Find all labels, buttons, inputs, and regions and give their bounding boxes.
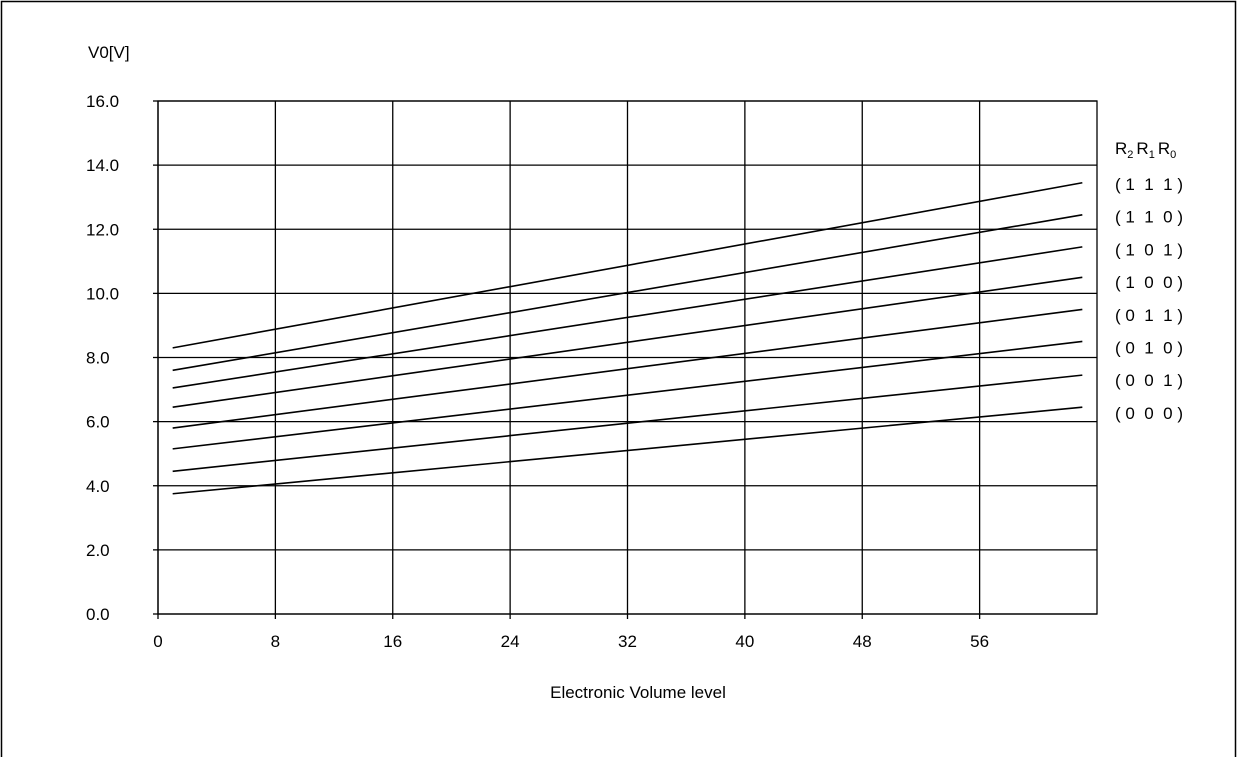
y-tick-label: 6.0 xyxy=(86,413,110,432)
legend-entry: ( 1 0 1 ) xyxy=(1115,240,1183,259)
y-tick-label: 4.0 xyxy=(86,477,110,496)
series-line xyxy=(172,181,1083,349)
x-tick-label: 0 xyxy=(153,632,162,651)
legend-entry: ( 0 0 0 ) xyxy=(1115,404,1183,423)
x-tick-label: 56 xyxy=(970,632,989,651)
series-line xyxy=(172,246,1083,389)
x-axis-label: Electronic Volume level xyxy=(550,683,726,702)
legend-entry: ( 0 1 0 ) xyxy=(1115,339,1183,358)
y-tick-label: 14.0 xyxy=(86,156,119,175)
y-tick-label: 10.0 xyxy=(86,284,119,303)
y-tick-labels: 0.0 2.0 4.0 6.0 8.0 10.0 12.0 14.0 16.0 xyxy=(86,92,119,624)
x-tick-label: 40 xyxy=(735,632,754,651)
x-tick-label: 24 xyxy=(501,632,520,651)
legend-entry: ( 0 1 1 ) xyxy=(1115,306,1183,325)
series-line xyxy=(172,406,1083,495)
legend-entry: ( 1 0 0 ) xyxy=(1115,273,1183,292)
x-tick-labels: 0 8 16 24 32 40 48 56 xyxy=(153,632,989,651)
x-tick-label: 32 xyxy=(618,632,637,651)
y-axis-label: V0[V] xyxy=(88,43,130,62)
series-lines xyxy=(172,181,1083,495)
series-line xyxy=(172,308,1083,429)
series-line xyxy=(172,374,1083,473)
y-tick-label: 2.0 xyxy=(86,541,110,560)
x-tick-label: 16 xyxy=(383,632,402,651)
series-line xyxy=(172,214,1083,372)
series-line xyxy=(172,276,1083,408)
series-line xyxy=(172,340,1083,450)
legend: R2 R1 R0 ( 1 1 1 ) ( 1 1 0 ) ( 1 0 1 ) ( 1 0 … xyxy=(1115,139,1183,423)
y-tick-label: 16.0 xyxy=(86,92,119,111)
x-tick-label: 48 xyxy=(853,632,872,651)
y-tick-label: 12.0 xyxy=(86,220,119,239)
legend-title: R2 R1 R0 xyxy=(1115,139,1176,161)
legend-entry: ( 1 1 0 ) xyxy=(1115,208,1183,227)
grid xyxy=(153,100,1098,619)
legend-entry: ( 0 0 1 ) xyxy=(1115,371,1183,390)
x-tick-label: 8 xyxy=(271,632,280,651)
y-tick-label: 0.0 xyxy=(86,605,110,624)
y-tick-label: 8.0 xyxy=(86,349,110,368)
legend-entry: ( 1 1 1 ) xyxy=(1115,175,1183,194)
